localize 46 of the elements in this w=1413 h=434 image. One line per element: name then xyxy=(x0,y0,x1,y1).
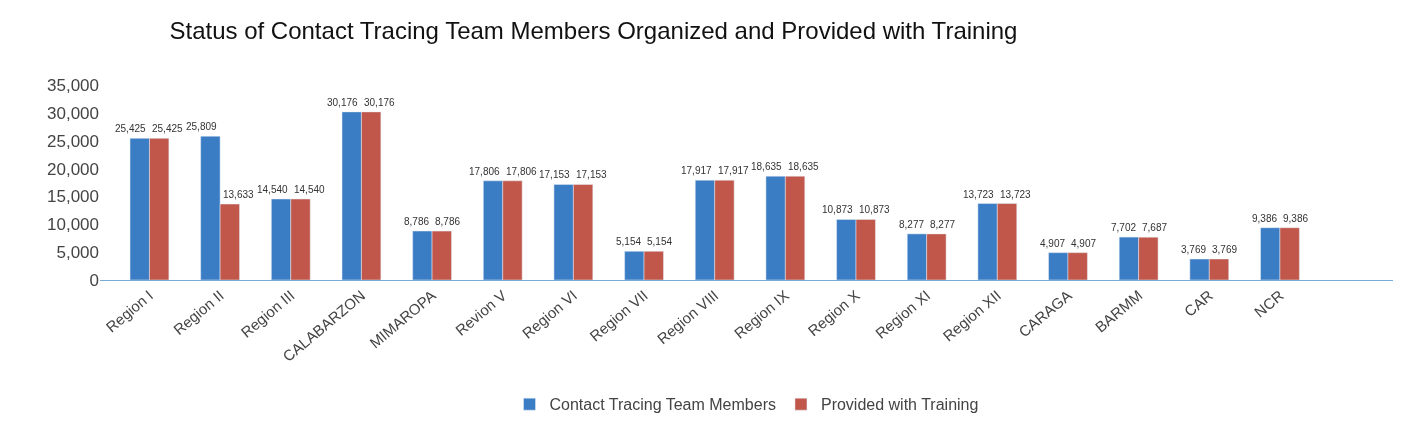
data-label: 25,809 xyxy=(186,121,218,132)
data-label: 9,386 xyxy=(1252,213,1278,224)
y-tick-label: 5,000 xyxy=(56,243,99,263)
data-label: 17,806 xyxy=(469,166,501,177)
data-label: 14,540 xyxy=(294,184,326,195)
legend-label: Contact Tracing Team Members xyxy=(549,396,776,414)
data-label: 9,386 xyxy=(1283,213,1309,224)
x-tick-label: CAR xyxy=(1180,286,1217,320)
data-label: 17,806 xyxy=(506,166,538,177)
data-label: 13,633 xyxy=(223,189,255,200)
data-label: 30,176 xyxy=(364,97,396,108)
data-label: 8,786 xyxy=(404,216,430,227)
data-label: 10,873 xyxy=(822,204,854,215)
data-label: 7,687 xyxy=(1142,222,1168,233)
data-label: 3,769 xyxy=(1212,244,1238,255)
y-tick-label: 15,000 xyxy=(47,187,99,207)
data-label: 4,907 xyxy=(1040,238,1066,249)
data-label: 17,917 xyxy=(718,165,750,176)
data-label: 14,540 xyxy=(257,184,289,195)
data-label: 8,786 xyxy=(435,216,461,227)
data-label: 7,702 xyxy=(1111,222,1137,233)
data-label: 17,153 xyxy=(576,169,608,180)
data-label: 18,635 xyxy=(751,161,783,172)
data-label: 17,917 xyxy=(681,165,713,176)
data-label: 3,769 xyxy=(1181,244,1207,255)
data-label: 5,154 xyxy=(647,236,673,247)
data-label: 25,425 xyxy=(115,123,147,134)
data-label: 4,907 xyxy=(1071,238,1097,249)
data-label: 8,277 xyxy=(930,219,956,230)
data-label: 8,277 xyxy=(899,219,925,230)
data-label: 18,635 xyxy=(788,161,820,172)
data-label: 25,425 xyxy=(152,123,184,134)
y-tick-label: 30,000 xyxy=(47,103,99,123)
legend-label: Provided with Training xyxy=(820,396,979,414)
data-label: 10,873 xyxy=(859,204,891,215)
data-label: 13,723 xyxy=(1000,189,1032,200)
y-tick-label: 10,000 xyxy=(47,215,99,235)
y-tick-label: 35,000 xyxy=(47,75,99,95)
data-label: 5,154 xyxy=(616,236,642,247)
data-label: 17,153 xyxy=(539,169,571,180)
data-label: 30,176 xyxy=(327,97,359,108)
chart-title: Status of Contact Tracing Team Members Organized and Provided with Training xyxy=(169,16,1018,44)
y-tick-label: 20,000 xyxy=(47,159,99,179)
data-label: 13,723 xyxy=(963,189,995,200)
y-tick-label: 0 xyxy=(89,270,99,290)
y-tick-label: 25,000 xyxy=(47,131,99,151)
